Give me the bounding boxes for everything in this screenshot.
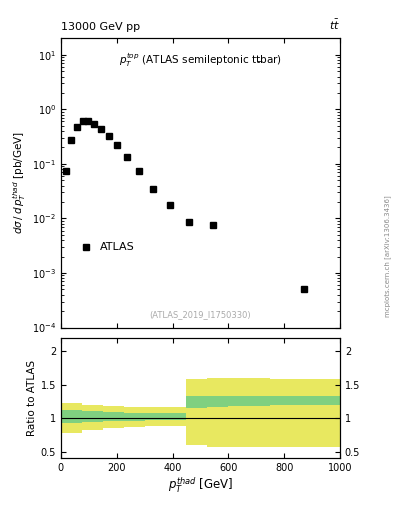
Y-axis label: $d\sigma\,/\,d\,p_T^{thad}$ [pb/GeV]: $d\sigma\,/\,d\,p_T^{thad}$ [pb/GeV] <box>11 132 28 234</box>
Text: $p_T^{top}$ (ATLAS semileptonic tt$\bar{}$bar): $p_T^{top}$ (ATLAS semileptonic tt$\bar{… <box>119 51 282 69</box>
Text: ATLAS: ATLAS <box>100 242 135 251</box>
X-axis label: $p_T^{thad}$ [GeV]: $p_T^{thad}$ [GeV] <box>168 476 233 495</box>
Y-axis label: Ratio to ATLAS: Ratio to ATLAS <box>26 360 37 436</box>
Text: $t\bar{t}$: $t\bar{t}$ <box>329 17 340 32</box>
Text: (ATLAS_2019_I1750330): (ATLAS_2019_I1750330) <box>150 310 251 319</box>
Text: mcplots.cern.ch [arXiv:1306.3436]: mcplots.cern.ch [arXiv:1306.3436] <box>384 195 391 317</box>
Text: 13000 GeV pp: 13000 GeV pp <box>61 22 140 32</box>
